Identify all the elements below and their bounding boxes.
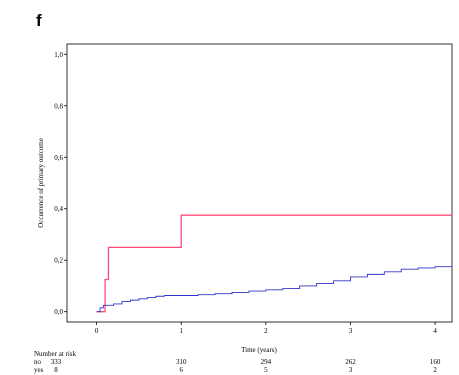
risk-cell: 294: [261, 358, 272, 366]
x-axis-label: Time (years): [241, 346, 277, 354]
y-axis-label: Occurrence of primary outcome: [37, 138, 45, 228]
y-tick-label: 0,2: [54, 257, 63, 265]
panel-label: f: [36, 11, 42, 30]
risk-cell: 262: [345, 358, 356, 366]
x-tick-label: 3: [349, 327, 353, 335]
y-tick-label: 0,8: [54, 102, 63, 110]
y-tick-label: 0,6: [54, 154, 63, 162]
x-tick-label: 2: [264, 327, 268, 335]
y-tick-label: 0,4: [54, 205, 63, 213]
risk-cell: 333: [51, 358, 62, 366]
series-line-2: [96, 265, 453, 313]
risk-cell: 6: [179, 366, 183, 374]
risk-row-label: yes: [34, 366, 44, 374]
risk-cell: 2: [433, 366, 437, 374]
plot-frame: [66, 43, 453, 323]
x-tick-label: 4: [433, 327, 437, 335]
y-tick-label: 0,0: [54, 308, 63, 316]
risk-table: Number at risk no 333 310 294 262 160 yes 8 6 5 3 2: [34, 350, 441, 374]
x-tick-label: 1: [179, 327, 183, 335]
risk-cell: 5: [264, 366, 268, 374]
series-layer: [96, 214, 453, 313]
y-axis: 0,0 0,2 0,4 0,6 0,8 1,0: [54, 51, 67, 316]
risk-row-label: no: [34, 358, 42, 366]
risk-cell: 3: [349, 366, 353, 374]
risk-cell: 160: [430, 358, 441, 366]
y-tick-label: 1,0: [54, 51, 63, 59]
risk-table-title: Number at risk: [34, 350, 76, 358]
risk-cell: 310: [176, 358, 187, 366]
risk-cell: 8: [54, 366, 58, 374]
x-tick-label: 0: [95, 327, 99, 335]
series-line-1: [96, 214, 452, 313]
x-axis: 0 1 2 3 4: [95, 322, 437, 335]
